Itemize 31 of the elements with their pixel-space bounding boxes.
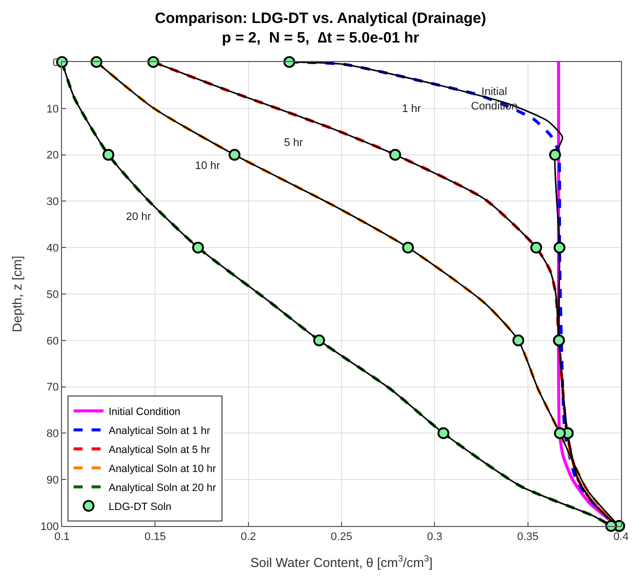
y-tick-label: 10	[46, 103, 59, 116]
annotation: 10 hr	[195, 160, 220, 172]
y-tick-label: 100	[40, 520, 59, 533]
x-tick-label: 0.1	[54, 531, 70, 544]
annotation: 20 hr	[126, 211, 152, 223]
y-tick-label: 30	[46, 196, 59, 208]
x-tick-label: 0.4	[613, 531, 629, 544]
x-tick-label: 0.2	[240, 531, 256, 544]
y-tick-label: 70	[46, 382, 59, 394]
x-tick-label: 0.3	[427, 531, 442, 544]
annotation: 1 hr	[402, 103, 422, 115]
y-tick-label: 60	[46, 335, 59, 348]
annotation: 5 hr	[284, 137, 304, 149]
legend-label: Analytical Soln at 1 hr	[108, 424, 211, 437]
legend-label: Initial Condition	[108, 406, 181, 418]
legend-label: Analytical Soln at 5 hr	[108, 444, 211, 456]
y-tick-label: 80	[46, 428, 59, 440]
y-tick-label: 90	[46, 474, 59, 486]
legend-label: LDG-DT Soln	[108, 500, 172, 513]
y-tick-label: 40	[46, 242, 59, 254]
chart-title: Comparison: LDG-DT vs. Analytical (Drainage) p = 2, N = 5, ∆t = 5.0e-01 hr	[154, 10, 486, 47]
x-axis-title: Soil Water Content, θ [cm$^{3}$/cm$^{3}$]	[250, 553, 433, 570]
legend-label: Analytical Soln at 20 hr	[108, 482, 216, 494]
x-tick-label: 0.35	[517, 531, 539, 544]
y-tick-label: 20	[46, 150, 59, 162]
annotation: Initial Condition	[471, 86, 518, 112]
x-tick-label: 0.15	[144, 531, 166, 544]
y-axis-title: Depth, z [cm]	[9, 256, 24, 332]
x-tick-label: 0.25	[330, 531, 352, 544]
legend-label: Analytical Soln at 10 hr	[108, 462, 216, 475]
y-tick-label: 50	[46, 288, 59, 301]
